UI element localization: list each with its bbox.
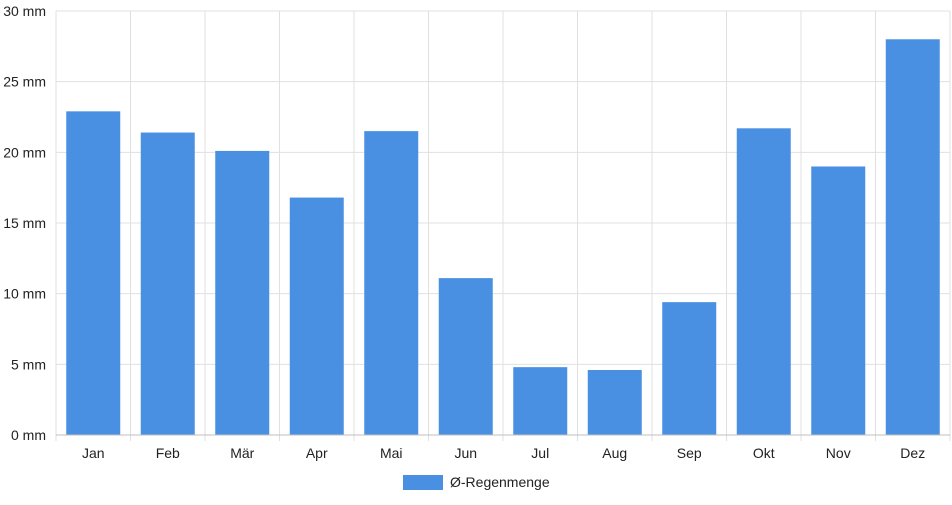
y-tick-label: 20 mm (3, 144, 46, 160)
y-tick-label: 30 mm (3, 3, 46, 19)
legend-label: Ø-Regenmenge (450, 474, 550, 490)
x-tick-label: Jul (531, 445, 549, 461)
y-tick-label: 5 mm (11, 356, 46, 372)
x-tick-label: Dez (900, 445, 925, 461)
bars (66, 39, 940, 436)
bar-nov[interactable] (811, 166, 866, 435)
x-tick-label: Nov (826, 445, 851, 461)
bar-jun[interactable] (438, 278, 493, 435)
bar-jul[interactable] (513, 367, 568, 435)
legend-swatch (403, 475, 443, 490)
bar-aug[interactable] (587, 369, 642, 435)
x-tick-label: Feb (156, 445, 180, 461)
x-tick-label: Mär (230, 445, 254, 461)
bar-jan[interactable] (66, 111, 121, 435)
y-tick-label: 10 mm (3, 286, 46, 302)
grid-lines (55, 10, 951, 441)
y-axis-tick-labels: 0 mm 5 mm 10 mm 15 mm 20 mm 25 mm 30 mm (3, 3, 46, 443)
x-tick-label: Sep (677, 445, 702, 461)
bar-mai[interactable] (364, 131, 419, 435)
bar-okt[interactable] (736, 128, 791, 435)
bar-sep[interactable] (662, 302, 717, 435)
y-tick-label: 0 mm (11, 427, 46, 443)
x-tick-label: Jun (454, 445, 477, 461)
bar-apr[interactable] (289, 197, 344, 435)
bar-dez[interactable] (885, 39, 940, 436)
x-axis-tick-labels: Jan Feb Mär Apr Mai Jun Jul Aug Sep Okt Nov Dez (82, 445, 925, 461)
x-tick-label: Apr (306, 445, 328, 461)
bar-feb[interactable] (140, 132, 195, 435)
x-tick-label: Aug (602, 445, 627, 461)
y-tick-label: 15 mm (3, 215, 46, 231)
x-tick-label: Jan (82, 445, 105, 461)
x-tick-label: Okt (753, 445, 775, 461)
y-tick-label: 25 mm (3, 74, 46, 90)
bar-mär[interactable] (215, 150, 270, 436)
x-tick-label: Mai (380, 445, 403, 461)
legend[interactable]: Ø-Regenmenge (403, 474, 550, 490)
